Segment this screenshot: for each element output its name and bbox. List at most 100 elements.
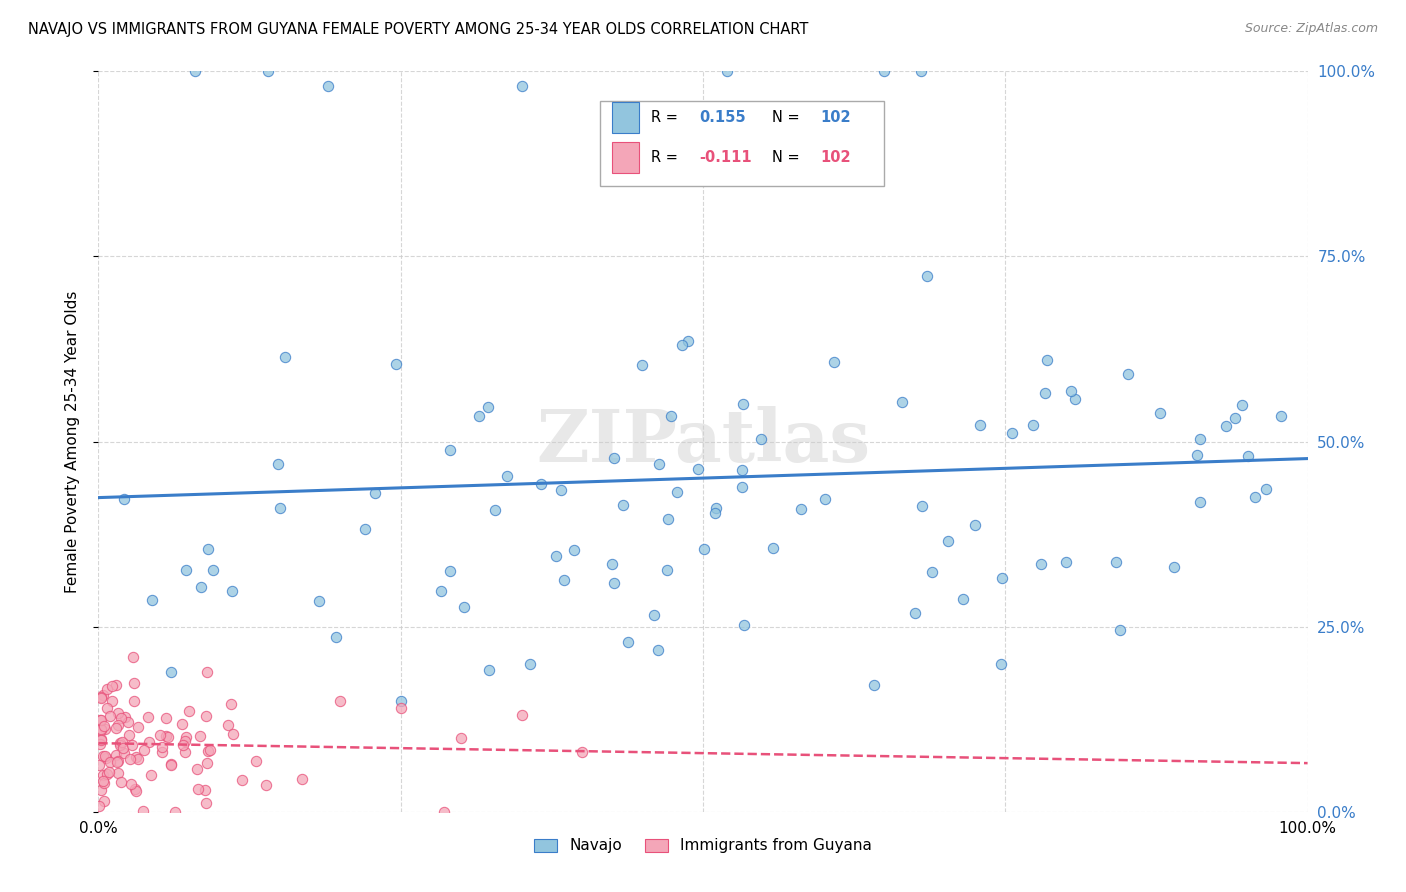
Point	[890, 395, 912, 409]
Point	[433, 805, 456, 819]
Y-axis label: Female Poverty Among 25-34 Year Olds: Female Poverty Among 25-34 Year Olds	[65, 291, 80, 592]
Point	[439, 564, 461, 578]
Point	[90, 714, 112, 728]
Point	[269, 500, 291, 515]
Point	[1232, 398, 1254, 412]
Text: 102: 102	[820, 150, 851, 165]
Point	[150, 740, 173, 755]
Text: 0.155: 0.155	[699, 111, 747, 125]
Point	[198, 743, 221, 757]
Point	[121, 650, 143, 665]
Point	[87, 757, 110, 772]
Point	[197, 744, 219, 758]
Point	[172, 717, 194, 731]
Point	[963, 517, 986, 532]
Point	[188, 729, 211, 743]
Point	[149, 728, 172, 742]
Point	[693, 542, 716, 557]
Point	[194, 782, 217, 797]
Point	[671, 337, 693, 351]
Point	[1243, 491, 1265, 505]
Legend: Navajo, Immigrants from Guyana: Navajo, Immigrants from Guyana	[529, 832, 877, 860]
Point	[124, 676, 146, 690]
Point	[90, 731, 112, 746]
Point	[91, 749, 114, 764]
Point	[195, 796, 218, 810]
Point	[159, 758, 181, 772]
Point	[105, 747, 128, 762]
Point	[217, 718, 239, 732]
Point	[936, 534, 959, 549]
Point	[98, 755, 121, 769]
Point	[97, 765, 120, 780]
Point	[187, 782, 209, 797]
Point	[194, 708, 217, 723]
Point	[308, 594, 330, 608]
Point	[1189, 432, 1212, 446]
Point	[911, 499, 934, 513]
Point	[184, 64, 207, 78]
Point	[733, 618, 755, 632]
Point	[550, 483, 572, 498]
Point	[118, 728, 141, 742]
Point	[1254, 482, 1277, 496]
Point	[254, 778, 277, 792]
Point	[484, 502, 506, 516]
Point	[325, 630, 347, 644]
Point	[603, 575, 626, 590]
Point	[107, 706, 129, 721]
Point	[104, 678, 127, 692]
Point	[89, 713, 111, 727]
Point	[155, 730, 177, 744]
Point	[110, 711, 132, 725]
Point	[478, 664, 501, 678]
Point	[256, 64, 278, 78]
Point	[231, 772, 253, 787]
Point	[96, 701, 118, 715]
Text: ZIPatlas: ZIPatlas	[536, 406, 870, 477]
Point	[1036, 353, 1059, 368]
Point	[202, 563, 225, 577]
Point	[96, 751, 118, 765]
Point	[160, 757, 183, 772]
Point	[917, 268, 939, 283]
Point	[131, 804, 153, 818]
Point	[141, 768, 163, 782]
Point	[990, 657, 1012, 672]
Point	[921, 565, 943, 579]
Point	[141, 593, 163, 607]
Point	[89, 737, 111, 751]
Point	[1188, 495, 1211, 509]
Point	[389, 694, 412, 708]
Point	[90, 783, 112, 797]
Point	[510, 708, 533, 723]
Point	[1108, 623, 1130, 637]
Point	[1225, 411, 1247, 425]
Text: N =: N =	[772, 111, 804, 125]
Point	[90, 723, 112, 738]
Point	[643, 607, 665, 622]
Point	[186, 763, 208, 777]
Point	[678, 334, 700, 348]
Point	[90, 722, 112, 736]
Point	[121, 738, 143, 752]
Point	[93, 688, 115, 702]
Text: Source: ZipAtlas.com: Source: ZipAtlas.com	[1244, 22, 1378, 36]
Point	[647, 643, 669, 657]
Point	[453, 600, 475, 615]
Point	[990, 570, 1012, 584]
Point	[111, 735, 134, 749]
Point	[655, 563, 678, 577]
Point	[172, 739, 194, 753]
Point	[93, 719, 115, 733]
Point	[1022, 417, 1045, 432]
Point	[291, 772, 314, 786]
Point	[1064, 392, 1087, 407]
Point	[467, 409, 489, 424]
Point	[510, 79, 533, 94]
Text: R =: R =	[651, 150, 682, 165]
Point	[155, 711, 177, 725]
Point	[631, 358, 654, 372]
Point	[110, 775, 132, 789]
Point	[814, 491, 837, 506]
